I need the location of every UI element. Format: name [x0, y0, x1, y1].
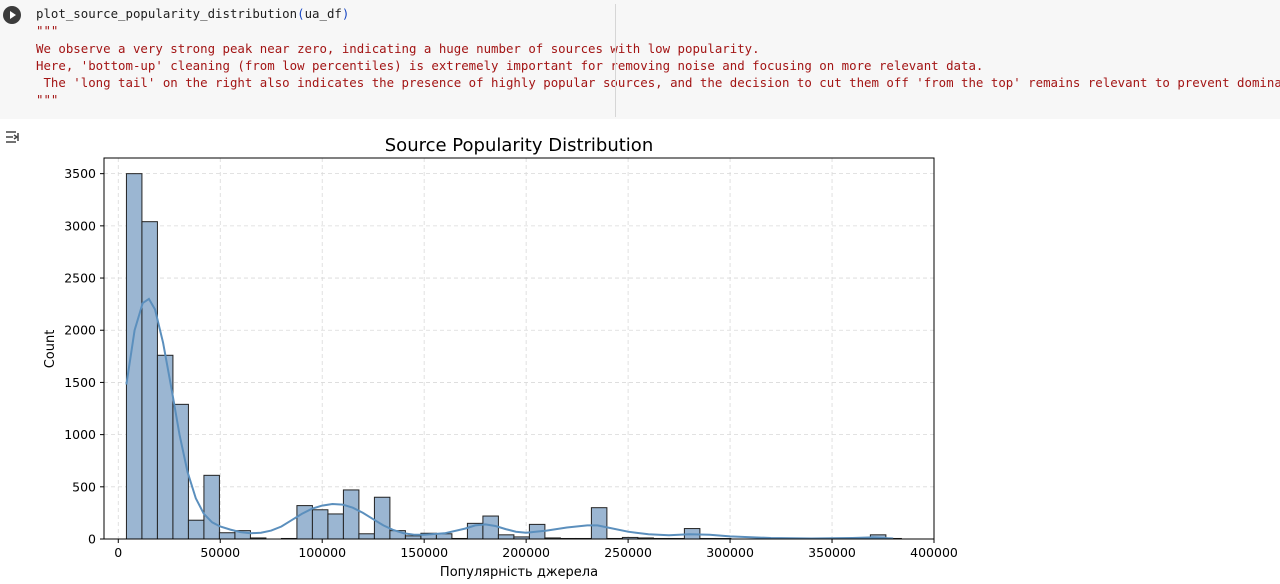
y-tick-label: 1500 [64, 375, 96, 390]
x-tick-label: 200000 [502, 545, 550, 560]
docstring-open: """ [36, 23, 59, 39]
kde-curve [125, 297, 894, 540]
histogram-bar [141, 221, 158, 540]
histogram-bar [172, 403, 189, 540]
output-toggle-icon[interactable] [4, 128, 22, 146]
docstring-close: """ [36, 92, 59, 108]
histogram-bar [482, 515, 499, 540]
plot-frame [103, 157, 935, 540]
chart-grid [104, 158, 935, 540]
y-axis-label: Count [43, 330, 58, 369]
histogram-bar [218, 532, 236, 540]
run-cell-button[interactable] [3, 6, 21, 24]
histogram-bar [497, 534, 515, 540]
y-tick-label: 3500 [64, 166, 96, 181]
code-function-call: plot_source_popularity_distribution [36, 6, 298, 21]
y-tick-label: 500 [72, 479, 96, 494]
popularity-histogram-chart: Source Popularity Distribution 0 50000 100… [43, 135, 958, 580]
x-tick-label: 100000 [298, 545, 346, 560]
docstring-line-1: We observe a very strong peak near zero,… [36, 40, 760, 56]
x-tick-label: 250000 [604, 545, 652, 560]
histogram-bar [358, 533, 375, 540]
x-axis-label: Популярність джерела [440, 565, 598, 580]
x-tick-label: 0 [114, 545, 122, 560]
histogram-bars [125, 173, 902, 540]
histogram-bar [590, 507, 608, 540]
y-tick-label: 2500 [64, 271, 96, 286]
docstring-line-2: Here, 'bottom-up' cleaning (from low per… [36, 57, 984, 73]
histogram-bar [203, 474, 220, 540]
y-axis-ticks: 0 500 1000 1500 2000 2500 3000 3500 [64, 166, 104, 547]
histogram-bar [342, 489, 360, 540]
code-argument: ua_df [304, 6, 342, 21]
histogram-bar [125, 173, 143, 540]
code-cell[interactable]: plot_source_popularity_distribution(ua_d… [0, 0, 1280, 119]
code-editor[interactable]: plot_source_popularity_distribution(ua_d… [36, 5, 1280, 109]
histogram-bar [311, 509, 329, 540]
play-icon [10, 11, 16, 19]
histogram-bar [187, 519, 205, 540]
histogram-bar [373, 496, 391, 540]
code-paren-close: ) [341, 6, 350, 21]
y-tick-label: 0 [88, 532, 96, 547]
x-tick-label: 300000 [706, 545, 754, 560]
code-paren-open: ( [297, 6, 305, 21]
editor-ruler [615, 4, 616, 117]
y-tick-label: 3000 [64, 218, 96, 233]
docstring-line-3: The 'long tail' on the right also indica… [36, 75, 1280, 91]
x-tick-label: 400000 [910, 545, 958, 560]
y-tick-label: 2000 [64, 323, 96, 338]
x-tick-label: 350000 [808, 545, 856, 560]
y-tick-label: 1000 [64, 427, 96, 442]
x-tick-label: 50000 [200, 545, 240, 560]
x-tick-label: 150000 [400, 545, 448, 560]
histogram-bar [327, 513, 344, 540]
x-axis-ticks: 0 50000 100000 150000 200000 250000 300000 3500… [114, 539, 958, 560]
chart-title: Source Popularity Distribution [385, 135, 653, 156]
